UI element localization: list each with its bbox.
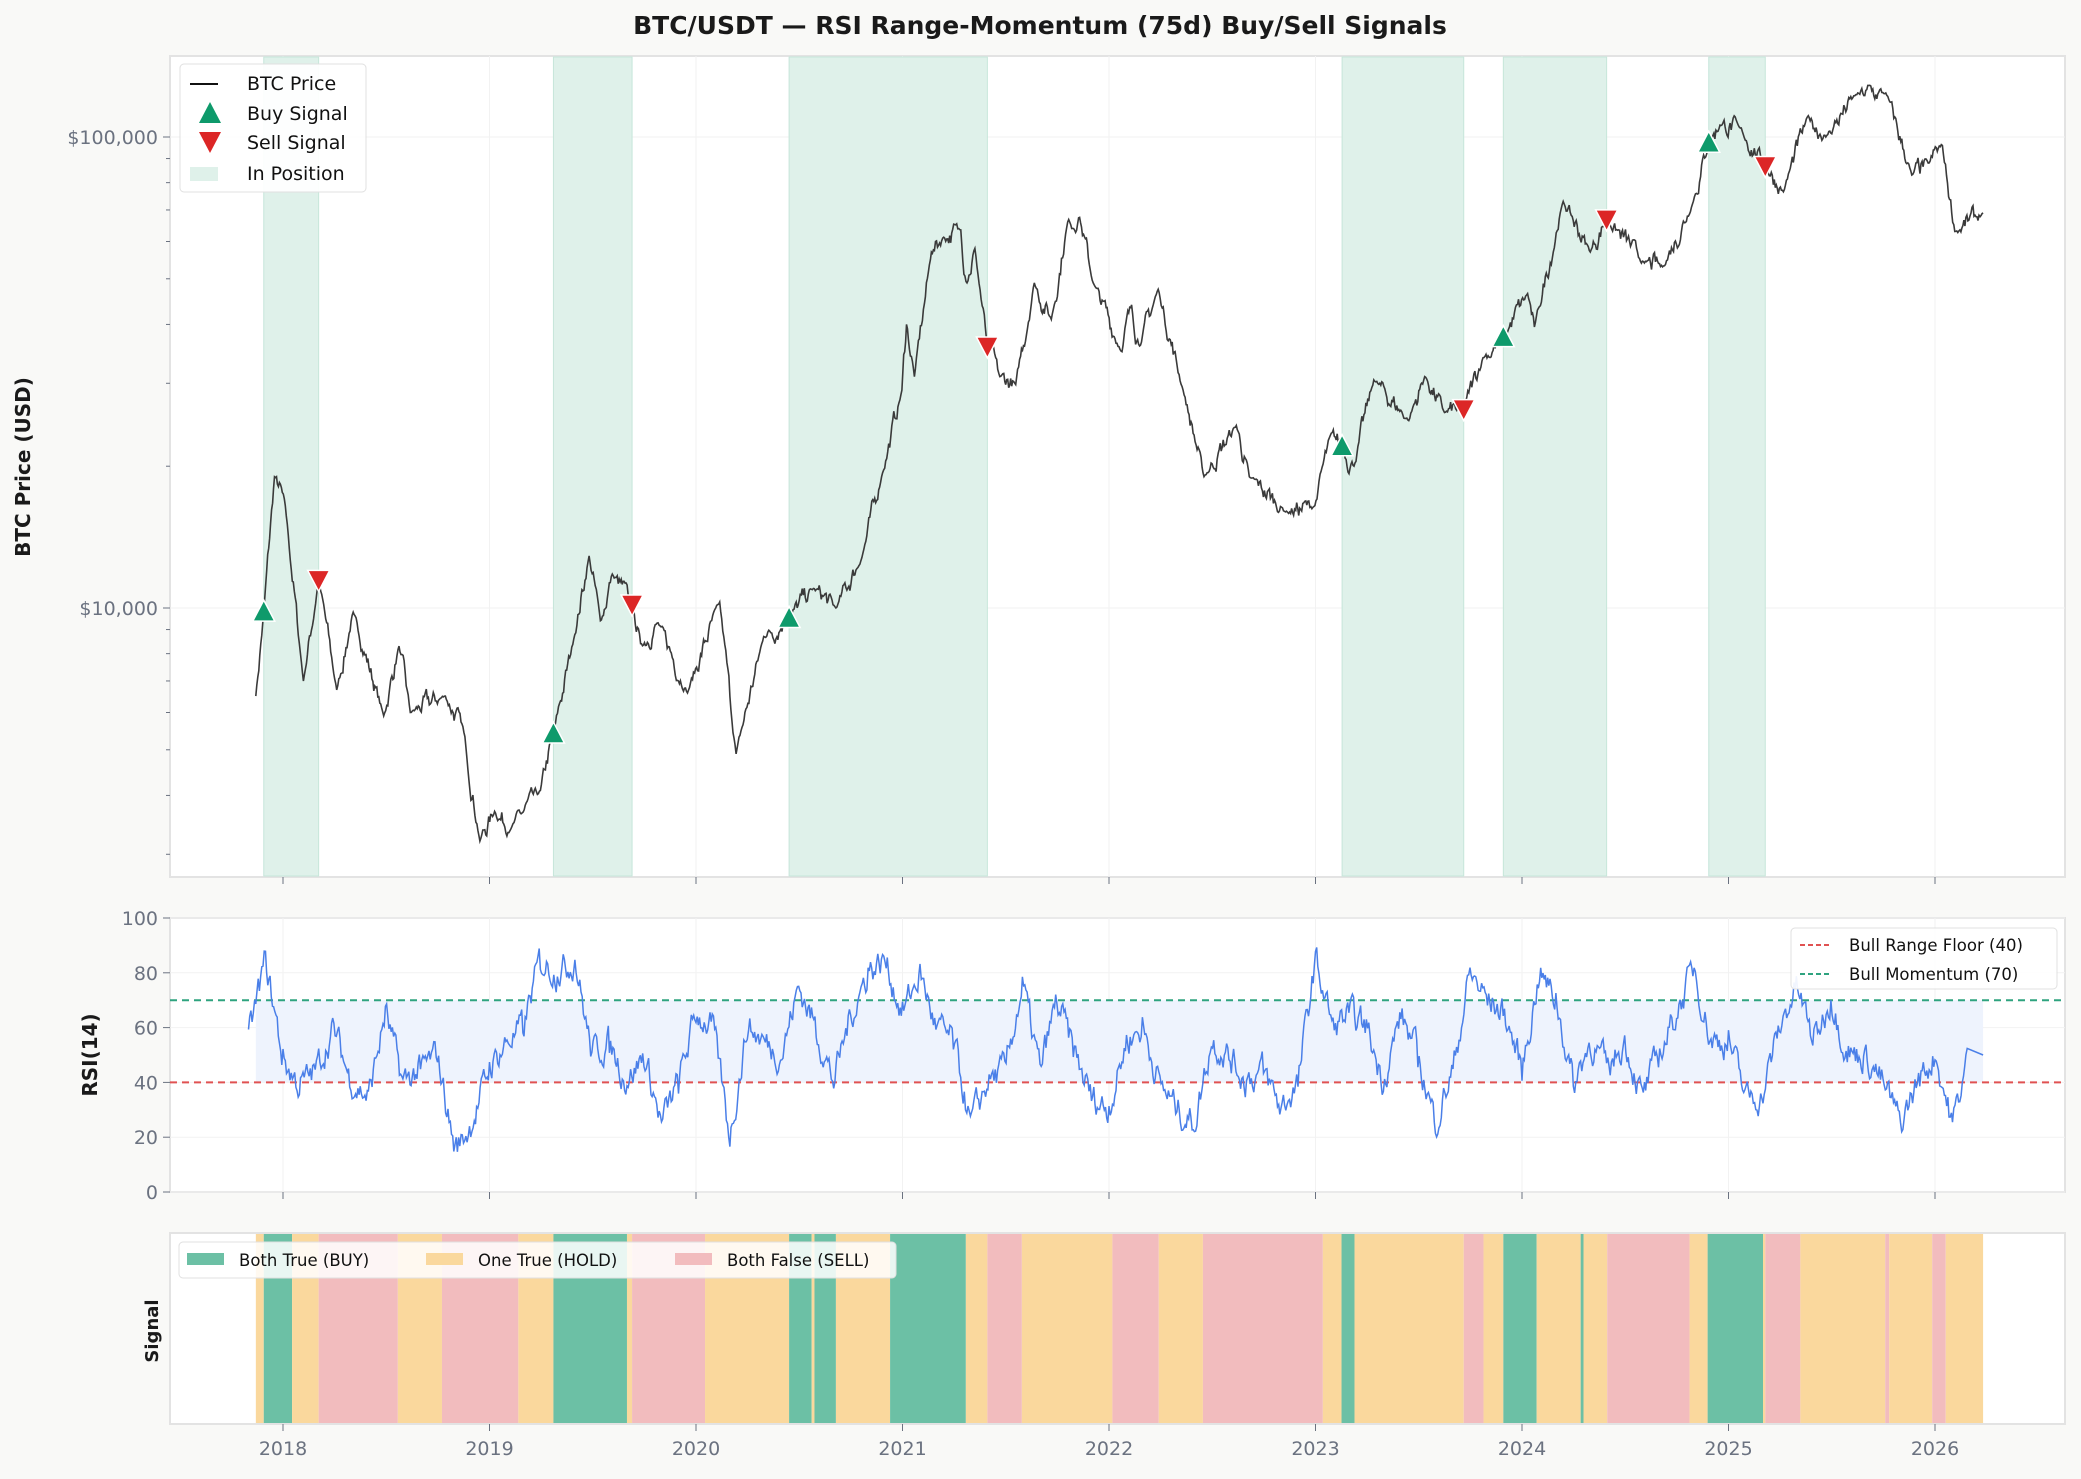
signal-segment-sell xyxy=(1112,1234,1159,1423)
signal-segment-sell xyxy=(1463,1234,1484,1423)
signal-segment-hold xyxy=(626,1234,633,1423)
signal-segment-sell xyxy=(987,1234,1022,1423)
signal-segment-hold xyxy=(1889,1234,1933,1423)
signal-segment-hold xyxy=(1536,1234,1581,1423)
sell-signal-marker xyxy=(306,569,331,594)
rsi-legend-label: Bull Range Floor (40) xyxy=(1849,936,2023,955)
signal-segment-buy xyxy=(1341,1234,1355,1423)
chart-title: BTC/USDT — RSI Range-Momentum (75d) Buy/… xyxy=(633,11,1447,40)
signal-segment-sell xyxy=(1765,1234,1801,1423)
rsi-y-tick-label: 20 xyxy=(134,1127,158,1149)
signal-segment-buy xyxy=(1503,1234,1537,1423)
buy-signal-marker xyxy=(251,598,277,622)
in-position-band xyxy=(552,56,633,877)
sell-signal-marker xyxy=(1594,209,1619,233)
rsi-y-tick-label: 100 xyxy=(122,908,158,930)
price-panel: $10,000 $100,000 BTC Price Buy Signal Sell S… xyxy=(67,55,2066,884)
x-tick-label: 2026 xyxy=(1911,1438,1959,1460)
signal-segment-buy xyxy=(1707,1234,1764,1423)
buy-signal-marker xyxy=(776,604,802,629)
rsi-legend-label: Bull Momentum (70) xyxy=(1849,965,2018,984)
signal-legend-swatch-hold xyxy=(426,1253,463,1265)
x-tick-label: 2018 xyxy=(259,1438,307,1460)
in-position-band xyxy=(1708,56,1766,877)
price-y-axis-label: BTC Price (USD) xyxy=(11,377,35,557)
x-tick-label: 2023 xyxy=(1291,1438,1339,1460)
in-position-band xyxy=(788,56,988,877)
signal-y-axis-label: Signal xyxy=(142,1299,163,1362)
x-tick-label: 2020 xyxy=(672,1438,720,1460)
x-tick-label: 2022 xyxy=(1085,1438,1133,1460)
signal-segment-hold xyxy=(1583,1234,1608,1423)
signal-segment-hold xyxy=(1021,1234,1113,1423)
signal-segment-hold xyxy=(1158,1234,1203,1423)
legend-sell-label: Sell Signal xyxy=(247,132,346,154)
sell-signal-marker xyxy=(1451,398,1476,423)
signal-legend-label-buy: Both True (BUY) xyxy=(239,1251,369,1270)
price-legend: BTC Price Buy Signal Sell Signal In Positio… xyxy=(179,63,367,193)
signal-segment-sell xyxy=(1932,1234,1946,1423)
signal-segment-hold xyxy=(1322,1234,1342,1423)
legend-sell-triangle-icon xyxy=(199,132,221,153)
buy-signal-marker xyxy=(541,720,566,744)
signal-segment-sell xyxy=(1202,1234,1323,1423)
signal-segment-hold xyxy=(255,1234,264,1423)
in-position-band xyxy=(263,56,320,877)
signal-segment-buy xyxy=(1580,1234,1584,1423)
price-y-tick-label: $10,000 xyxy=(79,598,158,620)
in-position-band xyxy=(1341,56,1465,877)
sell-signal-marker xyxy=(1753,155,1778,180)
rsi-line xyxy=(247,947,1984,1152)
signal-segment-hold xyxy=(811,1234,815,1423)
in-position-band xyxy=(1502,56,1608,877)
signal-panel: 2018 2019 2020 2021 2022 2023 2024 2025 2026 Both… xyxy=(169,1232,2066,1460)
signal-legend-swatch-buy xyxy=(187,1253,224,1265)
rsi-y-tick-label: 80 xyxy=(134,963,158,985)
signal-segment-hold xyxy=(1945,1234,1984,1423)
signal-segment-buy xyxy=(789,1234,812,1423)
buy-signal-marker xyxy=(1491,324,1516,348)
x-tick-label: 2021 xyxy=(878,1438,926,1460)
signal-segment-sell xyxy=(1885,1234,1890,1423)
price-y-tick-label: $100,000 xyxy=(67,127,158,149)
signal-segment-buy xyxy=(890,1234,966,1423)
signal-legend: Both True (BUY) One True (HOLD) Both False… xyxy=(178,1241,897,1279)
signal-legend-swatch-sell xyxy=(675,1253,712,1265)
signal-legend-label-sell: Both False (SELL) xyxy=(727,1251,869,1270)
signal-legend-label-hold: One True (HOLD) xyxy=(478,1251,617,1270)
signal-segment-buy xyxy=(814,1234,836,1423)
sell-signal-marker xyxy=(975,336,1000,360)
rsi-y-tick-label: 0 xyxy=(146,1182,158,1204)
x-tick-label: 2019 xyxy=(465,1438,513,1460)
signal-segment-hold xyxy=(1354,1234,1464,1423)
buy-signal-marker xyxy=(1696,129,1721,153)
rsi-panel: 0 20 40 60 80 100 Bull Range Floor (40) Bull Mo… xyxy=(122,908,2066,1204)
rsi-y-tick-label: 60 xyxy=(134,1018,158,1040)
price-plot-area xyxy=(169,55,2066,878)
legend-in-position-label: In Position xyxy=(247,163,345,185)
signal-segment-sell xyxy=(1607,1234,1690,1423)
sell-signal-marker xyxy=(619,594,645,618)
signal-segment-hold xyxy=(1483,1234,1504,1423)
price-legend-box xyxy=(179,63,367,193)
signal-segment-hold xyxy=(1763,1234,1766,1423)
signal-legend-box xyxy=(178,1241,897,1279)
legend-buy-triangle-icon xyxy=(199,102,221,123)
x-tick-label: 2025 xyxy=(1704,1438,1752,1460)
rsi-y-axis-label: RSI(14) xyxy=(78,1013,102,1096)
x-tick-label: 2024 xyxy=(1498,1438,1546,1460)
signal-segment-hold xyxy=(1800,1234,1886,1423)
signal-segment-hold xyxy=(965,1234,988,1423)
legend-buy-label: Buy Signal xyxy=(247,103,348,125)
rsi-legend: Bull Range Floor (40) Bull Momentum (70) xyxy=(1790,927,2058,990)
legend-price-label: BTC Price xyxy=(247,73,336,95)
signal-segment-hold xyxy=(1689,1234,1708,1423)
legend-in-position-swatch xyxy=(190,167,218,181)
rsi-y-tick-label: 40 xyxy=(134,1072,158,1094)
buy-signal-marker xyxy=(1329,433,1355,457)
btc-price-line xyxy=(255,84,1984,845)
rsi-neutral-band xyxy=(255,1000,1984,1083)
rsi-legend-box xyxy=(1790,927,2058,990)
